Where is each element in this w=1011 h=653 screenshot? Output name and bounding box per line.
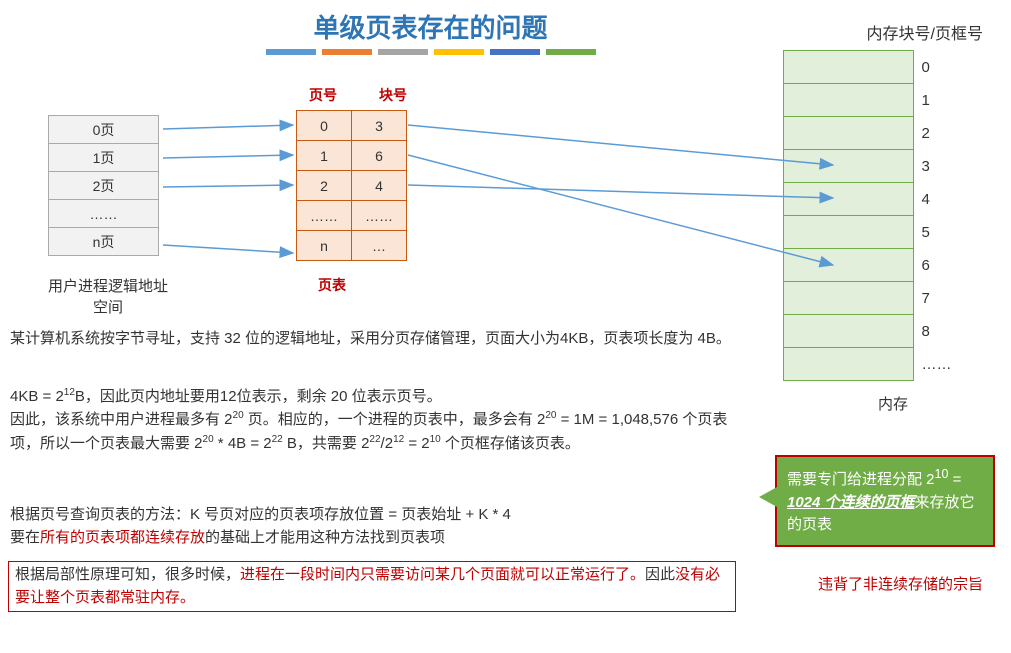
user-table-cell: 0页: [49, 116, 159, 144]
pt-block-cell: 4: [352, 171, 407, 201]
header-block-no: 块号: [368, 85, 418, 105]
side-note: 违背了非连续存储的宗旨: [818, 573, 983, 594]
mem-cell: [783, 150, 913, 183]
pt-page-cell: 2: [297, 171, 352, 201]
page-table-label: 页表: [318, 275, 346, 295]
memory-table: 012345678……: [783, 50, 954, 381]
mem-cell: [783, 348, 913, 381]
locality-box: 根据局部性原理可知，很多时候，进程在一段时间内只需要访问某几个页面就可以正常运行…: [8, 561, 736, 612]
mem-cell: [783, 315, 913, 348]
mem-cell: [783, 117, 913, 150]
page-table-header: 页号 块号: [298, 85, 418, 105]
paragraph-1: 某计算机系统按字节寻址，支持 32 位的逻辑地址，采用分页存储管理，页面大小为4…: [10, 327, 750, 350]
mem-cell: [783, 51, 913, 84]
pt-page-cell: 1: [297, 141, 352, 171]
user-table-cell: n页: [49, 228, 159, 256]
pt-page-cell: n: [297, 231, 352, 261]
user-table-cell: 2页: [49, 172, 159, 200]
paragraph-2: 4KB = 212B，因此页内地址要用12位表示，剩余 20 位表示页号。 因此…: [10, 385, 750, 455]
diagram-area: 内存块号/页框号 0页1页2页……n页 用户进程逻辑地址空间 页号 块号 031…: [8, 55, 1003, 615]
pt-page-cell: 0: [297, 111, 352, 141]
mem-index: 8: [913, 315, 953, 348]
mem-cell: [783, 84, 913, 117]
pt-block-cell: …: [352, 231, 407, 261]
mem-index: 7: [913, 282, 953, 315]
user-process-label: 用户进程逻辑地址空间: [48, 275, 168, 317]
user-table-cell: ……: [49, 200, 159, 228]
mem-index: 2: [913, 117, 953, 150]
mem-index: 0: [913, 51, 953, 84]
paragraph-3: 根据页号查询页表的方法：K 号页对应的页表项存放位置 = 页表始址 + K * …: [10, 503, 750, 550]
mem-cell: [783, 282, 913, 315]
pt-page-cell: ……: [297, 201, 352, 231]
mem-index: 5: [913, 216, 953, 249]
pt-block-cell: ……: [352, 201, 407, 231]
page-title: 单级页表存在的问题: [0, 8, 1003, 45]
mem-cell: [783, 183, 913, 216]
user-process-table: 0页1页2页……n页: [48, 115, 159, 256]
mem-index: 6: [913, 249, 953, 282]
mem-cell: [783, 249, 913, 282]
pt-block-cell: 6: [352, 141, 407, 171]
mem-index: 1: [913, 84, 953, 117]
user-table-cell: 1页: [49, 144, 159, 172]
memory-label: 内存: [878, 393, 908, 414]
mem-index: 4: [913, 183, 953, 216]
header-page-no: 页号: [298, 85, 348, 105]
page-table: 031624…………n…: [296, 110, 407, 261]
memory-title: 内存块号/页框号: [867, 20, 983, 44]
mem-cell: [783, 216, 913, 249]
mem-index: ……: [913, 348, 953, 381]
green-callout: 需要专门给进程分配 210 = 1024 个连续的页框来存放它的页表: [775, 455, 995, 547]
mem-index: 3: [913, 150, 953, 183]
pt-block-cell: 3: [352, 111, 407, 141]
